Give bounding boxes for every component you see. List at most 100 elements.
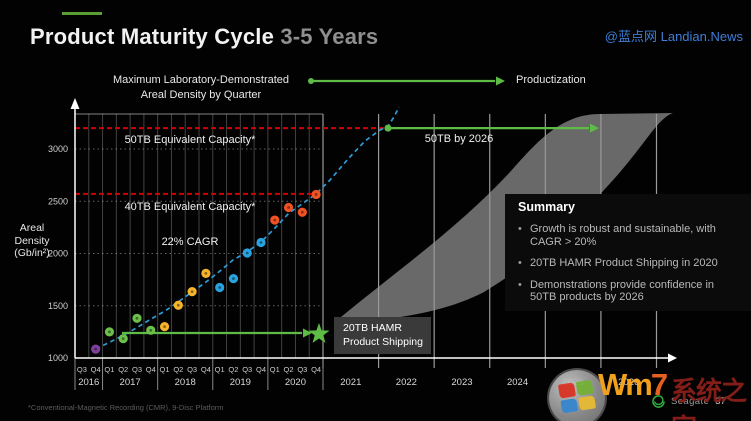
windows-flag-icon [557, 379, 597, 414]
chart-subtitle: Maximum Laboratory-Demonstrated Areal De… [95, 73, 307, 102]
summary-bullet-text: Demonstrations provide confidence in 50T… [530, 278, 715, 304]
quarter-tick-label: Q1 [160, 365, 170, 374]
year-label: 2022 [396, 377, 417, 388]
site-watermark-text: @蓝点网 Landian.News [604, 29, 743, 44]
data-point-center [121, 337, 125, 341]
quarter-tick-label: Q1 [215, 365, 225, 374]
year-label: 2016 [78, 377, 99, 388]
arrowhead-icon [496, 76, 505, 86]
y-axis-title-line2: Density [14, 234, 50, 247]
year-label: 2023 [451, 377, 472, 388]
hamr-callout-line1: 20TB HAMR [343, 322, 402, 334]
bullet-icon: • [518, 257, 522, 269]
page-number: 37 [715, 396, 726, 407]
windows-logo-circle [549, 370, 605, 421]
quarter-tick-label: Q2 [228, 365, 238, 374]
chart-subtitle-line1: Maximum Laboratory-Demonstrated [112, 74, 290, 86]
quarter-tick-label: Q3 [297, 365, 307, 374]
data-point [104, 327, 115, 337]
data-point [228, 273, 239, 284]
brand-name: Seagate [671, 396, 710, 407]
cagr-trend-line [95, 106, 400, 350]
summary-bullet-text: 20TB HAMR Product Shipping in 2020 [530, 257, 718, 269]
data-point [297, 207, 307, 217]
y-tick-label: 3000 [48, 144, 68, 154]
data-point-center [218, 286, 222, 289]
quarter-tick-label: Q4 [146, 365, 156, 374]
data-point [132, 313, 142, 323]
page-title-main: Product Maturity Cycle [30, 24, 275, 49]
data-point-center [149, 328, 153, 332]
summary-list: • Growth is robust and sustainable, with… [518, 223, 739, 304]
bullet-icon: • [518, 278, 522, 291]
quarter-tick-label: Q4 [201, 365, 211, 374]
data-point-center [204, 271, 208, 275]
data-point [270, 215, 280, 225]
data-point-center [314, 193, 318, 196]
data-point-center [287, 206, 290, 209]
data-point [159, 322, 170, 332]
year-label: 2021 [340, 377, 361, 388]
data-point [91, 344, 101, 354]
summary-panel: Summary • Growth is robust and sustainab… [505, 194, 751, 311]
data-point-center [273, 218, 277, 222]
page-title-sub: 3-5 Years [274, 24, 379, 49]
data-point [215, 282, 225, 293]
year-label: 2024 [507, 377, 528, 388]
data-point [311, 189, 321, 200]
data-point [187, 287, 197, 297]
y-axis-title-line1: Areal [19, 222, 45, 234]
flag-pane-green [575, 379, 594, 396]
quarter-tick-label: Q2 [118, 365, 128, 374]
hamr-callout-line2: Product Shipping [343, 335, 423, 348]
data-point [201, 268, 211, 278]
quarter-tick-label: Q3 [242, 365, 252, 374]
data-point-center [232, 277, 235, 280]
data-point [256, 237, 266, 248]
chart-subtitle-line2: Areal Density by Quarter [140, 88, 262, 101]
flag-pane-blue [560, 397, 579, 414]
arrowhead-icon [303, 328, 312, 338]
data-point [173, 300, 183, 310]
data-point-center [94, 347, 98, 351]
data-point [146, 325, 156, 335]
data-point-center [163, 325, 166, 329]
summary-bullet: • Growth is robust and sustainable, with… [518, 223, 739, 248]
data-point-center [259, 241, 263, 244]
data-point-center [176, 303, 180, 307]
watermark-latin-text: Wm7 [598, 367, 668, 403]
hamr-shipping-callout: 20TB HAMR Product Shipping [334, 317, 431, 354]
summary-bullet: • Demonstrations provide confidence in 5… [518, 279, 739, 304]
year-label: 2026 [618, 377, 639, 388]
annotation-40tb-capacity: 40TB Equivalent Capacity* [124, 201, 256, 213]
brand-row: Seagate 37 [652, 395, 726, 408]
title-accent-line [62, 12, 102, 15]
y-tick-label: 1000 [48, 353, 68, 363]
x-axis-arrow-icon [668, 353, 677, 363]
quarter-tick-label: Q4 [91, 365, 101, 374]
y-axis-title-line3: (Gb/in²) [14, 247, 50, 259]
quarter-tick-label: Q2 [173, 365, 183, 374]
annotation-cagr: 22% CAGR [161, 236, 219, 248]
y-axis-arrow-icon [70, 98, 80, 109]
arrowhead-icon [590, 123, 599, 133]
quarter-tick-label: Q4 [256, 365, 266, 374]
summary-bullet: • 20TB HAMR Product Shipping in 2020 [518, 257, 739, 270]
data-point-center [190, 290, 194, 294]
summary-bullet-text: Growth is robust and sustainable, with C… [530, 223, 716, 248]
quarter-tick-label: Q3 [187, 365, 197, 374]
summary-title: Summary [518, 200, 575, 214]
data-point-center [245, 251, 249, 255]
year-label: 2017 [120, 377, 141, 388]
y-tick-label: 1500 [48, 301, 68, 311]
hamr-star-marker [308, 323, 330, 343]
data-point-center [135, 316, 139, 320]
quarter-tick-label: Q3 [77, 365, 87, 374]
seagate-logo-icon [652, 395, 665, 408]
wm-letter: m [625, 367, 653, 402]
data-point-center [108, 330, 111, 334]
quarter-tick-label: Q1 [270, 365, 280, 374]
quarter-tick-label: Q3 [132, 365, 142, 374]
annotation-50tb-by-2026: 50TB by 2026 [424, 133, 494, 145]
